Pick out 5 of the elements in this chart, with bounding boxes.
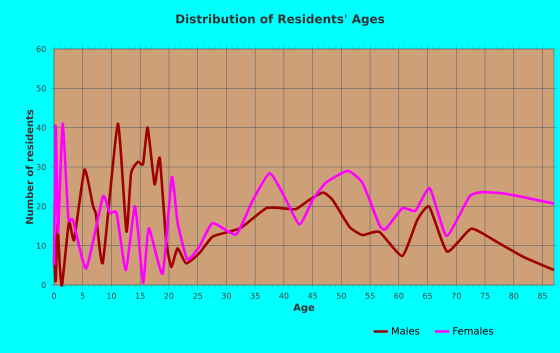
- y-axis-title: Number of residents: [26, 110, 34, 224]
- legend-label: Males: [392, 326, 420, 335]
- x-axis-title: Age: [293, 304, 314, 314]
- legend-label: Females: [453, 326, 494, 335]
- chart-title: Distribution of Residents' Ages: [176, 14, 384, 26]
